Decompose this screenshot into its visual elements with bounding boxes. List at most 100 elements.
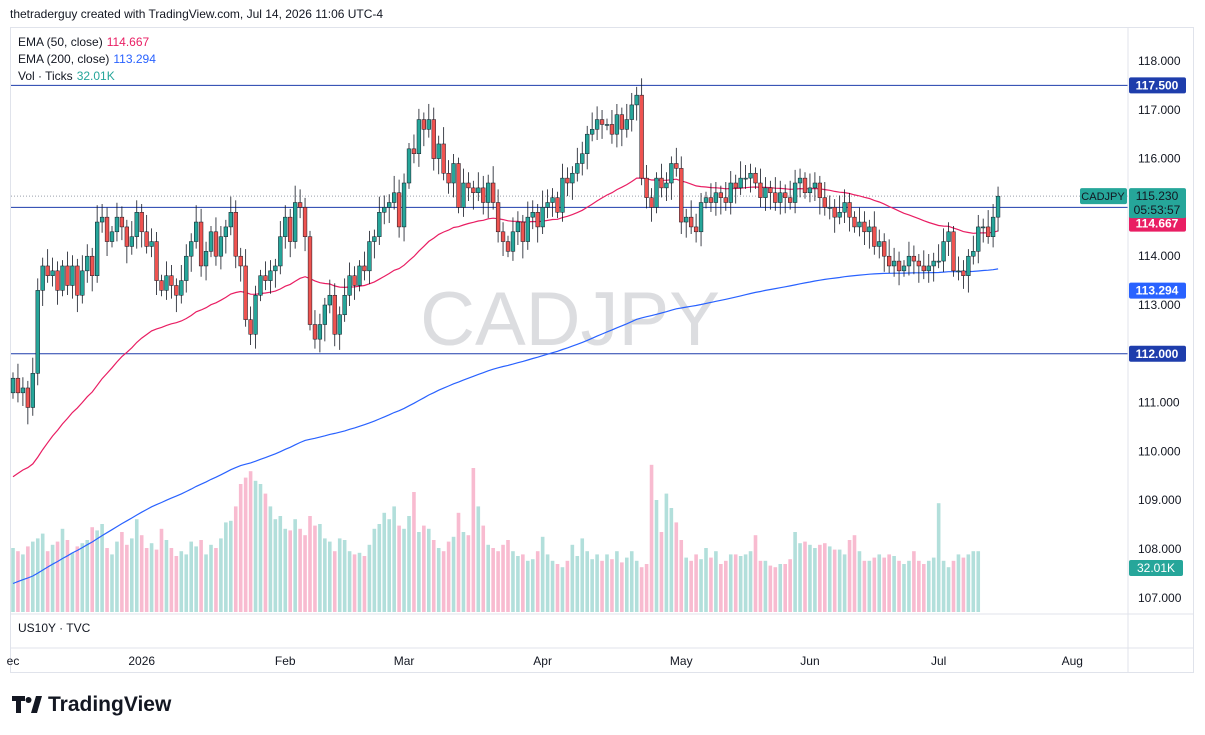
candle: [129, 221, 134, 255]
candle: [560, 163, 565, 222]
candle-body: [758, 182, 763, 198]
volume-bar: [451, 536, 456, 612]
candle-body: [25, 387, 31, 408]
volume-bar: [629, 551, 634, 612]
candle: [352, 266, 357, 300]
candle-body: [872, 226, 877, 247]
ema200-line: [12, 268, 999, 585]
volume-bar: [229, 520, 233, 612]
candle-body: [476, 187, 481, 194]
legend-ema200-name: EMA (200, close): [18, 52, 110, 66]
candle-body: [916, 260, 922, 267]
candle: [763, 177, 768, 211]
price-label-text: 114.667: [1136, 217, 1179, 231]
candle-body: [921, 265, 926, 272]
candle-body: [396, 192, 402, 228]
secondary-pane-label[interactable]: US10Y · TVC: [18, 621, 91, 635]
volume-bar: [892, 556, 896, 612]
volume-bars-layer: [11, 464, 981, 612]
candle-body: [228, 212, 233, 228]
candle: [535, 203, 540, 243]
volume-bar: [966, 554, 971, 612]
candle: [723, 182, 728, 211]
volume-bar: [362, 556, 367, 612]
candle-body: [456, 163, 461, 208]
candle: [436, 135, 441, 175]
y-tick-label: 117.000: [1138, 103, 1181, 117]
candle: [293, 185, 298, 249]
countdown-label-text: 05:53:57: [1134, 203, 1181, 217]
volume-bar: [907, 560, 911, 612]
watermark-layer: CADJPY: [420, 277, 720, 362]
tradingview-logo[interactable]: TradingView: [12, 693, 171, 717]
y-tick-label: 111.000: [1138, 396, 1180, 410]
last-price-label-bg: [1129, 188, 1186, 219]
candle: [773, 177, 778, 211]
volume-bar: [694, 554, 698, 612]
volume-bar: [733, 554, 738, 612]
volume-bar: [209, 544, 213, 612]
legend-volume-name: Vol · Ticks: [18, 69, 73, 83]
candle-body: [971, 251, 976, 257]
candle-body: [575, 163, 580, 174]
candle-body: [748, 172, 753, 179]
volume-bar: [946, 567, 951, 612]
candle-body: [451, 163, 456, 184]
candle-body: [263, 275, 268, 281]
volume-bar: [214, 548, 218, 612]
candle: [941, 228, 946, 272]
volume-bar: [644, 564, 649, 612]
volume-bar: [204, 554, 208, 612]
volume-bar: [35, 538, 40, 612]
candle-body: [733, 182, 738, 189]
candle: [862, 211, 867, 245]
candle: [995, 186, 1001, 232]
candle: [288, 208, 293, 258]
candle: [619, 107, 625, 147]
volume-bar: [778, 564, 783, 612]
candle-body: [961, 270, 966, 276]
candle-body: [75, 265, 80, 296]
candle-body: [624, 119, 629, 130]
volume-bar: [565, 560, 570, 612]
x-tick-label: Feb: [275, 654, 296, 668]
volume-bar: [941, 560, 946, 612]
candle: [382, 195, 387, 225]
candle-body: [169, 275, 174, 286]
candle-body: [768, 187, 773, 194]
candle: [951, 225, 956, 277]
volume-bar: [590, 559, 594, 612]
candle: [639, 78, 644, 186]
candle-body: [45, 265, 50, 276]
volume-bar: [481, 525, 486, 612]
candle: [758, 168, 763, 208]
legend-volume[interactable]: Vol · Ticks 32.01K: [18, 68, 156, 85]
symbol-tag-text: CADJPY: [1081, 191, 1125, 203]
candle: [931, 252, 936, 282]
candle: [911, 245, 917, 275]
volume-bar: [758, 560, 763, 612]
candle: [585, 125, 590, 170]
volume-bar: [847, 540, 852, 612]
candle: [189, 233, 194, 272]
candle: [877, 229, 882, 259]
legend-ema200[interactable]: EMA (200, close) 113.294: [18, 51, 156, 68]
candle: [154, 232, 159, 295]
candle: [461, 168, 466, 217]
candle-body: [535, 212, 540, 228]
price-label-bg: [1129, 345, 1186, 362]
candle: [788, 180, 793, 210]
volume-bar: [243, 477, 248, 612]
candle: [590, 112, 595, 142]
candle: [297, 189, 303, 219]
volume-bar: [709, 557, 713, 612]
candle: [525, 201, 530, 250]
candle-body: [788, 197, 793, 203]
candle-body: [411, 148, 417, 154]
volume-bar: [679, 540, 684, 612]
legend-ema50[interactable]: EMA (50, close) 114.667: [18, 34, 156, 51]
candle: [926, 254, 931, 283]
volume-bar: [372, 528, 377, 612]
candle: [268, 260, 273, 294]
